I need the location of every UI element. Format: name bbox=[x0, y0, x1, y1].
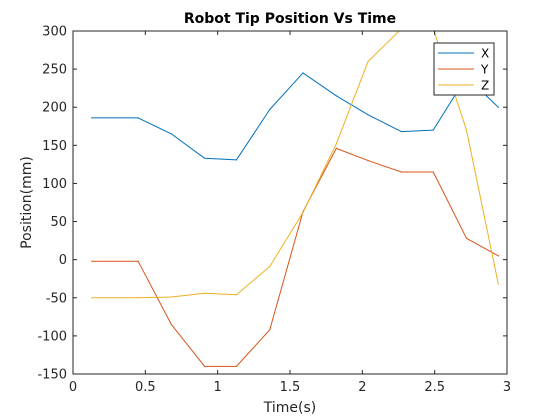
y-tick-label: 100 bbox=[42, 177, 67, 192]
x-tick-label: 0.5 bbox=[135, 380, 156, 395]
data-point-x bbox=[235, 159, 238, 161]
y-tick-label: 200 bbox=[42, 101, 67, 116]
y-axis-title: Position(mm) bbox=[19, 156, 35, 249]
y-tick-label: 250 bbox=[42, 63, 67, 78]
x-tick-label: 3 bbox=[503, 380, 511, 395]
data-point-y bbox=[335, 147, 337, 149]
data-point-y bbox=[170, 323, 172, 326]
x-tick-label: 0 bbox=[69, 380, 77, 395]
data-point-x bbox=[137, 117, 139, 119]
data-point-x bbox=[335, 95, 337, 97]
y-tick-label: 0 bbox=[59, 253, 67, 268]
axes-layer: 0 0.5 1 1.5 2 2.5 3 -150 -100 -50 0 50 100 150 200 250 3… bbox=[37, 25, 511, 396]
data-point-x bbox=[91, 117, 93, 119]
x-axis-title: Time(s) bbox=[263, 400, 316, 416]
data-point-z bbox=[497, 283, 499, 285]
data-point-x bbox=[302, 72, 304, 74]
data-point-y bbox=[91, 260, 93, 262]
x-tick-label: 1 bbox=[214, 380, 222, 395]
data-point-y bbox=[465, 237, 468, 239]
data-point-x bbox=[170, 133, 172, 135]
data-point-z bbox=[137, 297, 139, 299]
data-point-y bbox=[400, 171, 402, 173]
legend-label-z: Z bbox=[481, 79, 489, 93]
data-point-x bbox=[269, 108, 271, 111]
x-tick-label: 1.5 bbox=[280, 380, 301, 395]
y-tick-label: 50 bbox=[50, 215, 67, 230]
data-point-z bbox=[269, 265, 271, 268]
data-point-y bbox=[367, 159, 369, 162]
data-point-z bbox=[367, 60, 369, 63]
data-point-z bbox=[91, 297, 93, 299]
data-point-x bbox=[204, 157, 206, 159]
y-tick-label: -50 bbox=[46, 291, 67, 306]
legend: XYZ bbox=[433, 42, 495, 96]
data-point-y bbox=[204, 365, 206, 367]
y-tick-label: -100 bbox=[37, 329, 67, 344]
data-point-z bbox=[335, 143, 337, 145]
data-point-x bbox=[367, 114, 369, 116]
legend-label-x: X bbox=[481, 47, 489, 61]
data-point-z bbox=[302, 211, 304, 214]
data-point-z bbox=[465, 129, 468, 131]
data-point-z bbox=[235, 294, 238, 296]
legend-label-y: Y bbox=[480, 63, 489, 77]
chart-title: Robot Tip Position Vs Time bbox=[184, 11, 396, 27]
data-point-x bbox=[400, 131, 402, 133]
data-point-x bbox=[432, 129, 434, 131]
series-layer bbox=[91, 31, 499, 367]
data-point-y bbox=[497, 255, 499, 257]
data-point-x bbox=[497, 106, 499, 108]
data-point-z bbox=[170, 296, 172, 298]
x-tick-label: 2.5 bbox=[424, 380, 445, 395]
y-tick-label: -150 bbox=[37, 368, 67, 383]
data-point-y bbox=[137, 260, 139, 262]
data-point-z bbox=[204, 292, 206, 294]
data-point-y bbox=[269, 329, 271, 331]
data-point-y bbox=[432, 171, 434, 173]
data-point-y bbox=[235, 365, 238, 367]
x-tick-label: 2 bbox=[358, 380, 366, 395]
y-tick-label: 300 bbox=[42, 25, 67, 40]
y-tick-label: 150 bbox=[42, 139, 67, 154]
